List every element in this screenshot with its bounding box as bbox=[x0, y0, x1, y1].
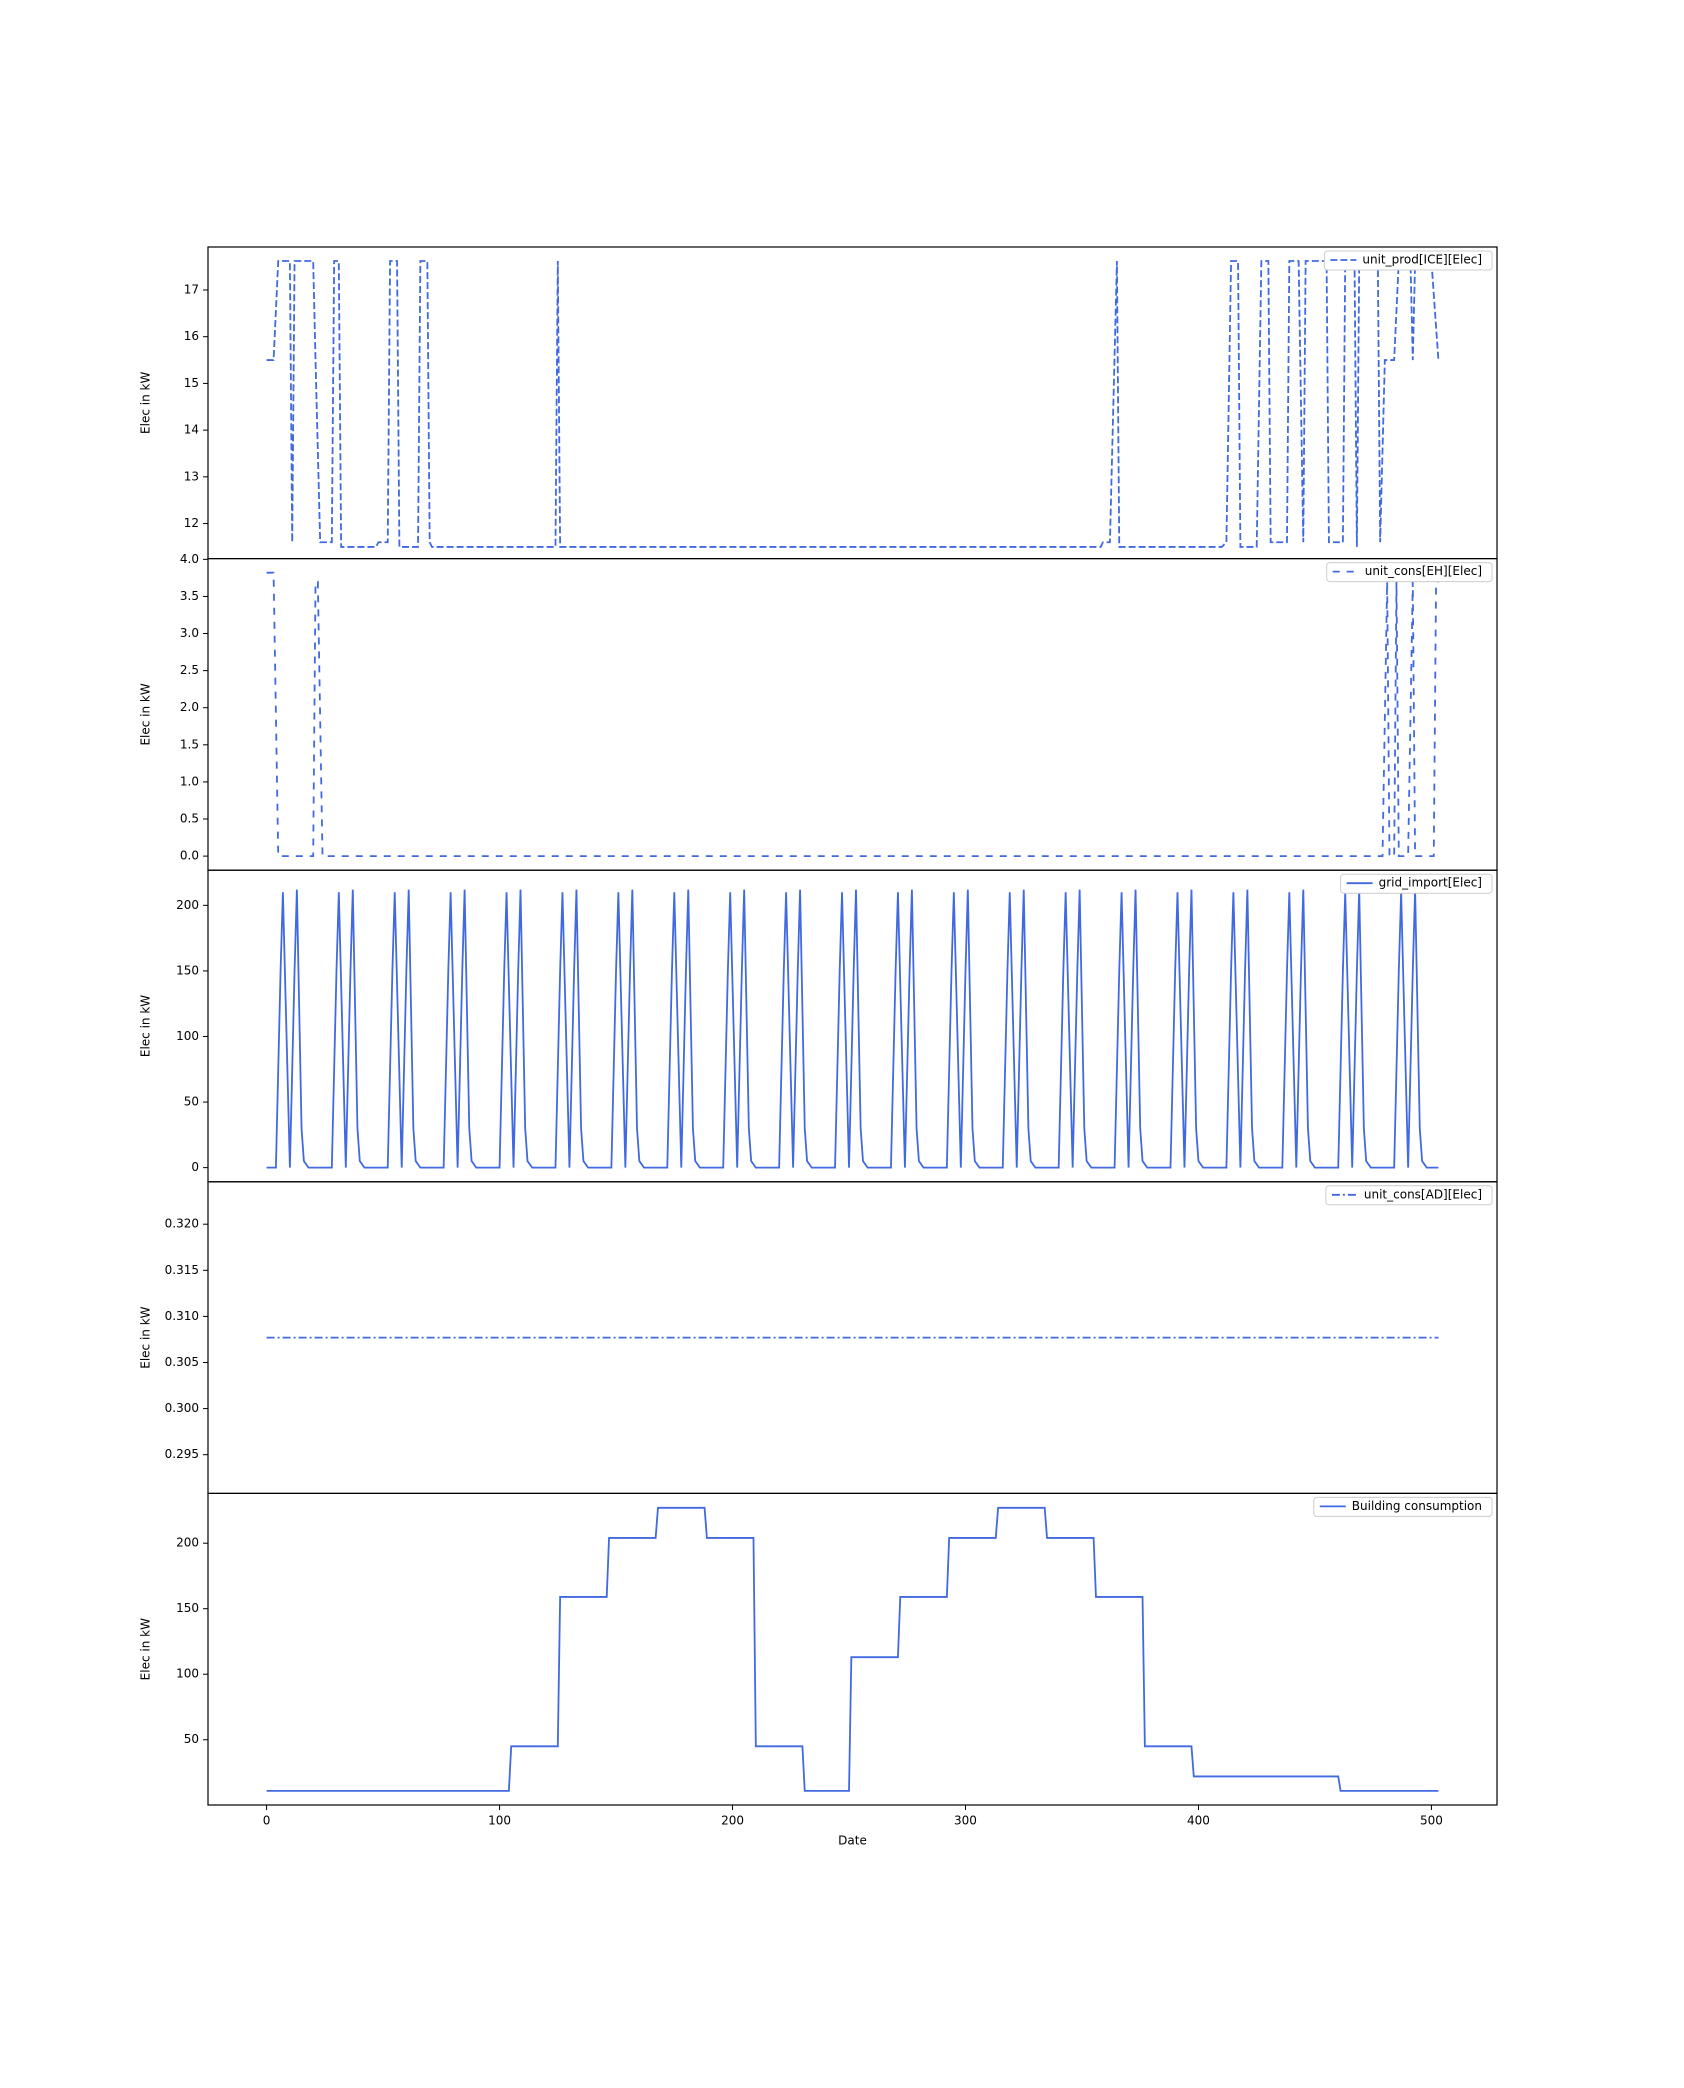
data-line bbox=[266, 260, 1440, 548]
y-tick-label: 17 bbox=[184, 282, 199, 296]
legend-label: unit_cons[EH][Elec] bbox=[1365, 564, 1482, 578]
y-axis-label: Elec in kW bbox=[139, 1618, 153, 1680]
y-tick-label: 0.320 bbox=[165, 1217, 199, 1231]
legend: unit_prod[ICE][Elec] bbox=[1323, 250, 1493, 271]
y-tick-label: 2.5 bbox=[180, 663, 199, 677]
axes-frame bbox=[207, 557, 1498, 871]
y-tick-label: 0.315 bbox=[165, 1263, 199, 1277]
x-axis-label: Date bbox=[838, 1834, 867, 1848]
legend: unit_cons[AD][Elec] bbox=[1325, 1185, 1493, 1206]
y-tick-label: 12 bbox=[184, 516, 199, 530]
y-tick-label: 0.0 bbox=[180, 849, 199, 863]
y-tick-label: 3.5 bbox=[180, 589, 199, 603]
y-tick-label: 15 bbox=[184, 376, 199, 390]
y-tick-label: 200 bbox=[176, 898, 199, 912]
legend-label: unit_cons[AD][Elec] bbox=[1364, 1187, 1482, 1201]
y-tick-label: 0.295 bbox=[165, 1447, 199, 1461]
y-axis-label: Elec in kW bbox=[139, 372, 153, 434]
y-tick-label: 0.300 bbox=[165, 1401, 199, 1415]
legend: Building consumption bbox=[1313, 1496, 1493, 1517]
y-tick-label: 150 bbox=[176, 963, 199, 977]
legend-box bbox=[1313, 1496, 1493, 1517]
y-tick-label: 14 bbox=[184, 423, 199, 437]
y-tick-label: 100 bbox=[176, 1667, 199, 1681]
x-tick-label: 400 bbox=[1187, 1814, 1210, 1828]
legend-box bbox=[1340, 873, 1493, 894]
y-tick-label: 50 bbox=[184, 1095, 199, 1109]
y-tick-label: 2.0 bbox=[180, 700, 199, 714]
x-tick-label: 100 bbox=[488, 1814, 511, 1828]
y-tick-label: 0 bbox=[191, 1160, 199, 1174]
y-tick-label: 0.310 bbox=[165, 1309, 199, 1323]
y-tick-label: 1.5 bbox=[180, 737, 199, 751]
y-tick-label: 0.305 bbox=[165, 1355, 199, 1369]
data-line bbox=[266, 1506, 1439, 1792]
y-tick-label: 16 bbox=[184, 329, 199, 343]
y-tick-label: 200 bbox=[176, 1536, 199, 1550]
y-axis-label: Elec in kW bbox=[139, 995, 153, 1057]
data-line bbox=[266, 571, 1439, 857]
legend: unit_cons[EH][Elec] bbox=[1326, 562, 1493, 583]
legend-label: Building consumption bbox=[1352, 1499, 1482, 1513]
legend-box bbox=[1323, 250, 1493, 271]
y-axis-label: Elec in kW bbox=[139, 1306, 153, 1368]
legend: grid_import[Elec] bbox=[1340, 873, 1493, 894]
x-tick-label: 0 bbox=[263, 1814, 271, 1828]
y-tick-label: 3.0 bbox=[180, 626, 199, 640]
y-tick-label: 50 bbox=[184, 1732, 199, 1746]
axes-frame bbox=[207, 1492, 1498, 1806]
x-tick-label: 200 bbox=[721, 1814, 744, 1828]
y-tick-label: 4.0 bbox=[180, 552, 199, 566]
y-tick-label: 100 bbox=[176, 1029, 199, 1043]
legend-box bbox=[1325, 1185, 1493, 1206]
y-tick-label: 13 bbox=[184, 469, 199, 483]
y-axis-label: Elec in kW bbox=[139, 683, 153, 745]
y-tick-label: 1.0 bbox=[180, 774, 199, 788]
x-tick-label: 300 bbox=[954, 1814, 977, 1828]
legend-box bbox=[1326, 562, 1493, 583]
legend-label: unit_prod[ICE][Elec] bbox=[1362, 253, 1482, 267]
legend-label: grid_import[Elec] bbox=[1379, 876, 1482, 890]
y-tick-label: 150 bbox=[176, 1601, 199, 1615]
data-line bbox=[266, 889, 1439, 1169]
x-tick-label: 500 bbox=[1420, 1814, 1443, 1828]
y-tick-label: 0.5 bbox=[180, 812, 199, 826]
